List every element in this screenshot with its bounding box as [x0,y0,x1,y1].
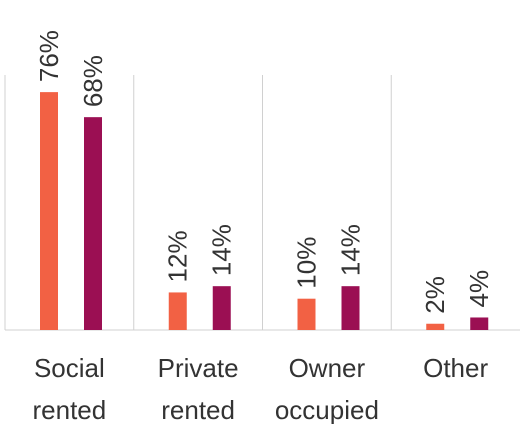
data-label: 68% [78,55,108,107]
x-tick-label: Social rented [33,353,107,424]
data-label: 10% [292,237,322,289]
data-label: 14% [336,224,366,276]
data-label: 2% [420,276,450,314]
bar [297,298,316,330]
x-tick-label: Owner occupied [275,353,379,424]
bar [40,92,58,331]
x-tick-label: Other [423,353,488,383]
data-label: 4% [464,270,494,308]
data-label: 76% [34,30,64,82]
data-label: 12% [163,230,193,282]
bar [470,317,489,330]
data-label: 14% [207,224,237,276]
bar [212,286,231,330]
bar [341,286,360,330]
bar [84,117,102,330]
bar [426,323,445,330]
bar [168,292,187,330]
x-tick-label: Private rented [158,353,239,424]
